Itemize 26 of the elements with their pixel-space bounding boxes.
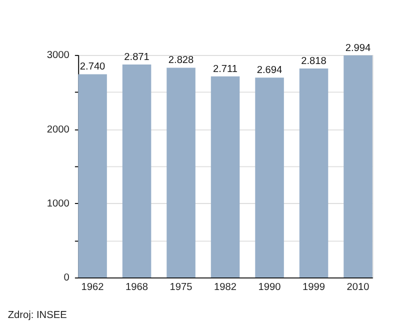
- x-tick-label: 1982: [214, 282, 237, 293]
- data-label: 2.694: [256, 65, 283, 76]
- x-tick-label: 1975: [170, 282, 193, 293]
- data-label: 2.818: [301, 56, 327, 67]
- bar: [122, 64, 152, 278]
- bar: [78, 74, 107, 278]
- y-tick-label: 3000: [46, 50, 70, 62]
- x-tick-label: 1999: [302, 282, 326, 293]
- x-tick-label: 2010: [346, 282, 370, 293]
- y-tick-label: 0: [64, 272, 70, 284]
- data-label: 2.871: [124, 52, 150, 63]
- text: Zdroj: INSEE: [8, 310, 68, 321]
- x-tick-label: 1990: [258, 282, 282, 293]
- data-label: 2.994: [345, 42, 372, 54]
- bar: [166, 68, 196, 278]
- data-label: 2.828: [168, 55, 194, 66]
- y-tick-label: 2000: [46, 124, 70, 136]
- y-tick-label: 1000: [46, 198, 70, 210]
- bar: [344, 55, 372, 278]
- bar: [299, 68, 328, 278]
- data-label: 2.740: [80, 62, 106, 73]
- x-tick-label: 1962: [81, 282, 104, 293]
- x-tick-label: 1968: [126, 282, 148, 293]
- data-label: 2.711: [213, 64, 238, 75]
- bar: [255, 78, 284, 278]
- bar: [210, 76, 240, 278]
